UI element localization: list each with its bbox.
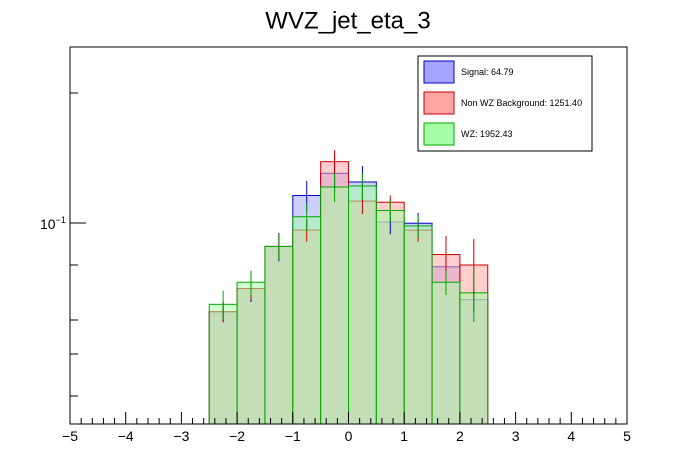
bar-wz [292, 216, 322, 425]
bar-wz [431, 281, 461, 425]
y-tick-exponent: −1 [56, 215, 66, 225]
error-bars [222, 150, 475, 323]
x-tick-label: 4 [567, 428, 575, 444]
legend-swatch-signal [423, 60, 455, 84]
x-tick-label: 1 [400, 428, 408, 444]
bar-wz [264, 245, 294, 425]
bar-wz [375, 209, 405, 425]
x-tick-label: 0 [345, 428, 353, 444]
y-axis: 10−1 [40, 92, 86, 397]
x-axis: −5 −4 −3 −2 −1 0 1 2 3 4 5 [62, 412, 631, 444]
bar-wz [403, 225, 433, 425]
x-tick-label: 3 [512, 428, 520, 444]
chart-title: WVZ_jet_eta_3 [265, 7, 430, 34]
legend-label-non-wz-background: Non WZ Background: 1251.40 [461, 98, 582, 108]
legend-swatch-non-wz-background [423, 91, 455, 115]
x-tick-label: 5 [623, 428, 631, 444]
bar-wz [348, 185, 377, 425]
y-tick-base: 10 [40, 216, 56, 232]
x-tick-label: −2 [229, 428, 245, 444]
legend-label-signal: Signal: 64.79 [461, 67, 514, 77]
x-tick-label: −4 [118, 428, 134, 444]
legend-label-wz: WZ: 1952.43 [461, 129, 513, 139]
x-tick-label: 2 [456, 428, 464, 444]
bar-wz [208, 303, 238, 425]
x-tick-label: −3 [173, 428, 189, 444]
bar-wz [236, 281, 266, 425]
bar-wz [320, 186, 349, 425]
legend: Signal: 64.79 Non WZ Background: 1251.40… [417, 55, 593, 152]
x-tick-label: −1 [285, 428, 301, 444]
legend-swatch-wz [423, 122, 455, 146]
x-tick-label: −5 [62, 428, 78, 444]
y-tick-label: 10−1 [40, 215, 66, 232]
